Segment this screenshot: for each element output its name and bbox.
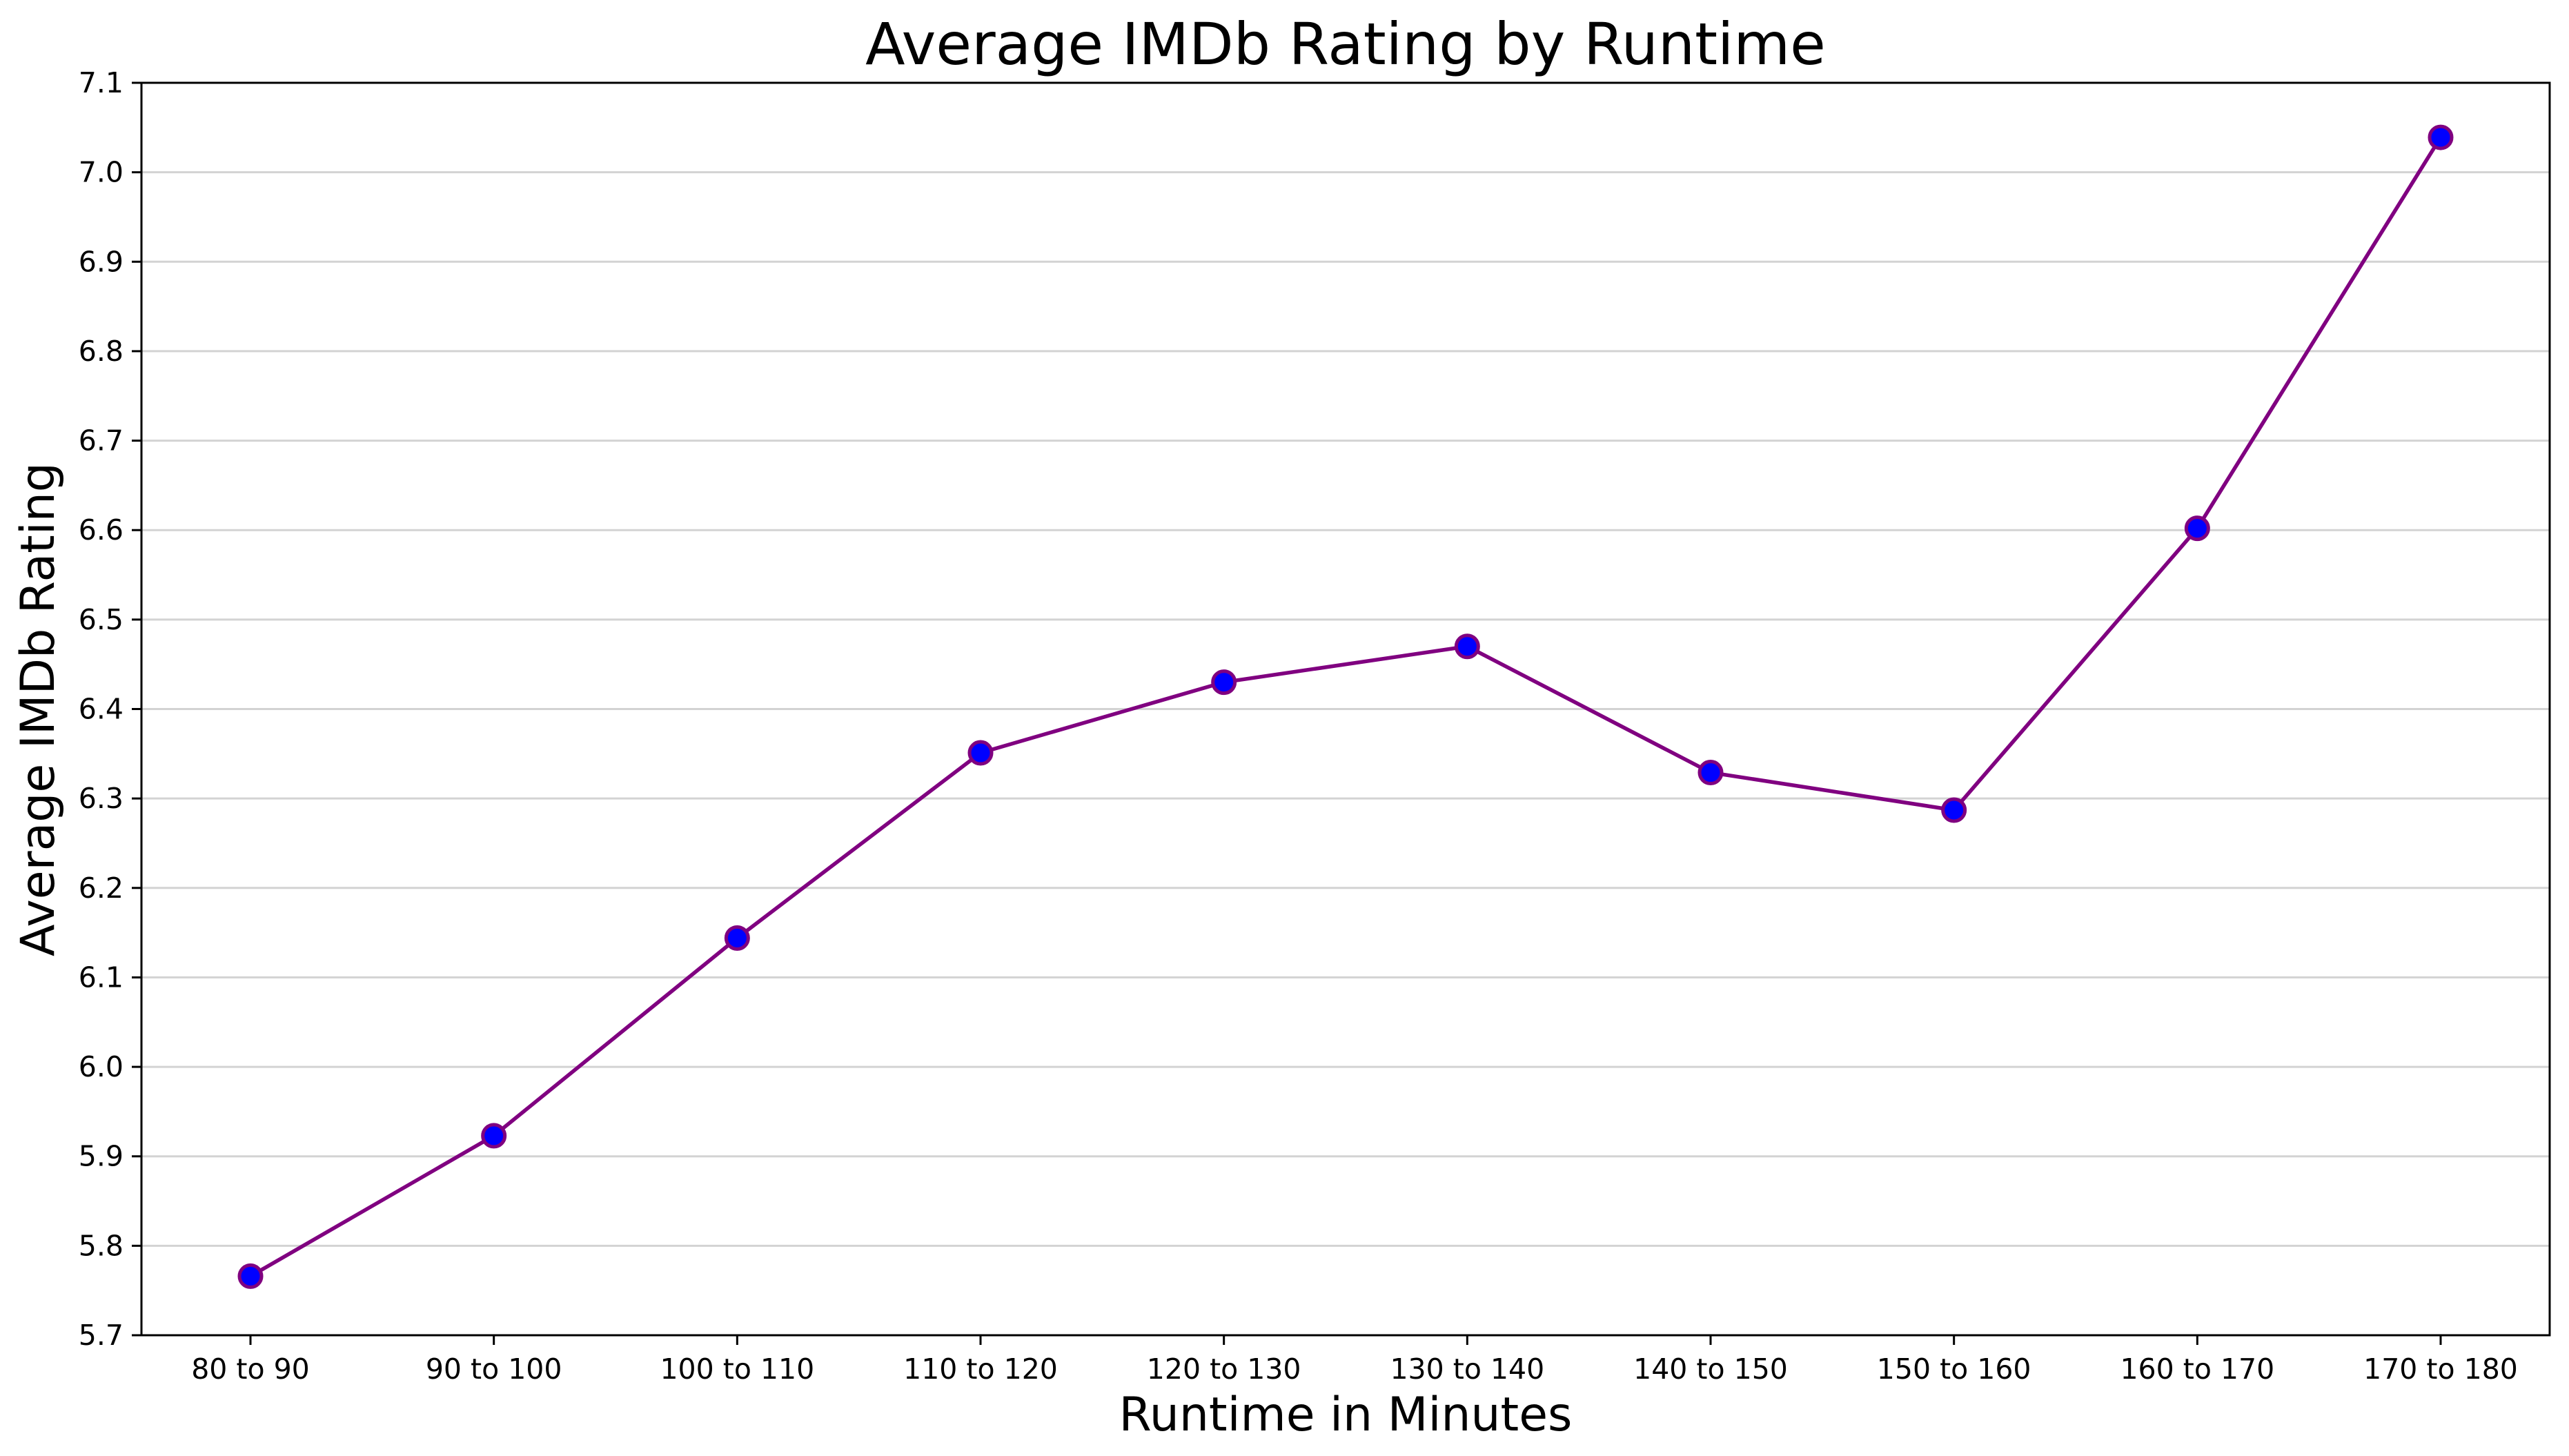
axes — [132, 81, 2551, 1345]
data-point — [1941, 797, 1967, 823]
x-tick-label: 120 to 130 — [1147, 1352, 1301, 1386]
x-tick-label: 170 to 180 — [2363, 1352, 2518, 1386]
y-tick-label: 6.6 — [79, 513, 124, 547]
x-tick-label: 140 to 150 — [1633, 1352, 1788, 1386]
data-point — [1454, 633, 1480, 660]
y-tick-label: 6.4 — [79, 693, 124, 726]
x-tick-label: 160 to 170 — [2120, 1352, 2274, 1386]
series-line — [249, 136, 2443, 1278]
data-point — [967, 740, 994, 766]
chart-title: Average IMDb Rating by Runtime — [865, 10, 1826, 78]
y-tick-label: 7.1 — [79, 66, 124, 99]
y-tick-label: 6.5 — [79, 603, 124, 636]
data-point — [2184, 515, 2210, 542]
x-tick-label: 100 to 110 — [660, 1352, 814, 1386]
y-tick-label: 7.0 — [79, 156, 124, 189]
y-tick-label: 5.9 — [79, 1140, 124, 1173]
y-tick-label: 5.8 — [79, 1229, 124, 1262]
grid-lines — [141, 171, 2550, 1247]
x-tick-label: 80 to 90 — [191, 1352, 310, 1386]
y-tick-label: 6.2 — [79, 872, 124, 905]
x-axis-label: Runtime in Minutes — [1119, 1388, 1573, 1442]
data-point — [481, 1123, 507, 1149]
data-point — [2428, 124, 2454, 150]
x-tick-label: 90 to 100 — [426, 1352, 562, 1386]
tick-labels: 5.7 5.8 5.9 6.0 6.1 6.2 6.3 6.4 6.5 6.6 6.7 6.8 6.9 7… — [79, 66, 2518, 1386]
x-tick-label: 130 to 140 — [1390, 1352, 1544, 1386]
y-tick-label: 6.8 — [79, 335, 124, 368]
data-series — [237, 124, 2454, 1289]
plot-frame — [140, 81, 2551, 1337]
data-point — [1211, 669, 1237, 696]
data-point — [237, 1263, 264, 1289]
y-tick-label: 5.7 — [79, 1319, 124, 1352]
data-point — [724, 925, 750, 951]
y-tick-label: 6.1 — [79, 961, 124, 994]
y-tick-label: 6.3 — [79, 782, 124, 815]
x-tick-label: 150 to 160 — [1877, 1352, 2031, 1386]
data-point — [1697, 760, 1724, 786]
y-tick-label: 6.7 — [79, 424, 124, 458]
y-axis-label: Average IMDb Rating — [11, 462, 66, 956]
x-tick-label: 110 to 120 — [903, 1352, 1058, 1386]
y-tick-label: 6.0 — [79, 1050, 124, 1083]
y-tick-label: 6.9 — [79, 245, 124, 278]
